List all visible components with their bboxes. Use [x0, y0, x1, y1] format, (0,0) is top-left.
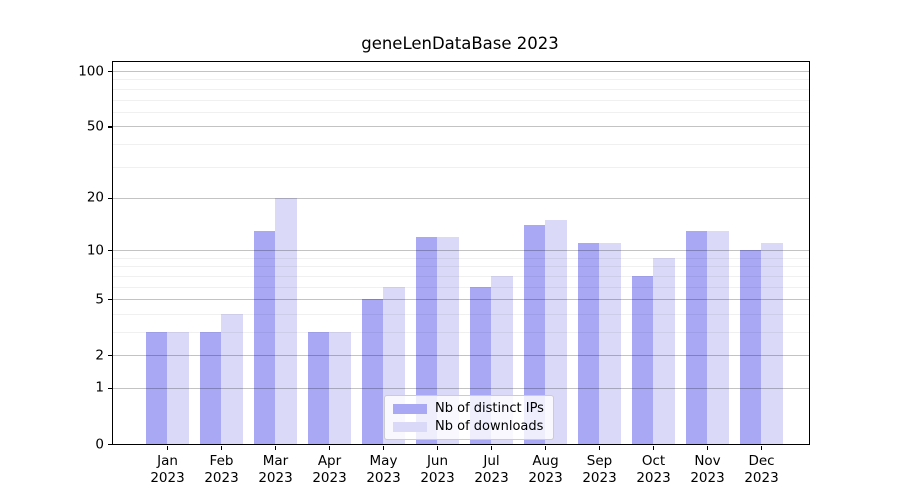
gridline-major: [113, 355, 809, 357]
y-tick-label: 0: [95, 435, 104, 452]
y-tick-label: 2: [95, 346, 104, 363]
gridline-minor: [113, 313, 809, 315]
gridline-major: [113, 387, 809, 389]
y-tick-label: 1: [95, 379, 104, 396]
x-tick-mark: [220, 446, 223, 450]
bar-feb-downloads: [221, 313, 243, 444]
y-tick-label: 20: [86, 189, 104, 206]
bar-jun-downloads: [437, 236, 459, 444]
x-tick-mark: [652, 446, 655, 450]
x-tick-label: Nov 2023: [690, 453, 725, 486]
y-tick-label: 100: [78, 62, 104, 79]
y-tick-label: 50: [86, 118, 104, 135]
gridline-minor: [113, 257, 809, 259]
bar-jan-distinct-ips: [145, 331, 167, 444]
gridline-major: [113, 250, 809, 252]
bar-dec-downloads: [761, 243, 783, 444]
legend-swatch-downloads-icon: [393, 421, 427, 432]
bar-mar-downloads: [275, 197, 297, 444]
bar-aug-downloads: [545, 219, 567, 444]
bar-feb-distinct-ips: [199, 331, 221, 444]
x-tick-mark: [382, 446, 385, 450]
plot-area: [112, 61, 810, 445]
bar-jan-downloads: [167, 331, 189, 444]
gridline-major: [113, 197, 809, 199]
legend-label-distinct-ips: Nb of distinct IPs: [435, 401, 544, 416]
x-tick-mark: [760, 446, 763, 450]
bar-oct-distinct-ips: [631, 275, 653, 444]
y-tick-mark: [108, 70, 112, 73]
legend-item-downloads: Nb of downloads: [393, 419, 544, 434]
bar-apr-downloads: [329, 331, 351, 444]
gridline-major: [113, 299, 809, 301]
x-tick-mark: [490, 446, 493, 450]
x-tick-label: Oct 2023: [636, 453, 671, 486]
x-tick-label: Sep 2023: [582, 453, 617, 486]
bar-nov-distinct-ips: [685, 230, 707, 444]
bar-nov-downloads: [707, 230, 729, 444]
gridline-major: [113, 126, 809, 128]
gridline-minor: [113, 266, 809, 268]
gridline-minor: [113, 99, 809, 101]
x-tick-label: Dec 2023: [744, 453, 779, 486]
legend-label-downloads: Nb of downloads: [435, 419, 544, 434]
x-tick-label: Jul 2023: [474, 453, 509, 486]
y-tick-mark: [108, 126, 112, 128]
x-tick-mark: [274, 446, 277, 450]
y-tick-mark: [108, 443, 112, 446]
y-tick-mark: [108, 387, 112, 390]
x-tick-label: Apr 2023: [312, 453, 347, 486]
x-tick-label: Mar 2023: [258, 453, 293, 486]
x-tick-label: Jun 2023: [420, 453, 455, 486]
bar-sep-distinct-ips: [577, 243, 599, 444]
x-tick-mark: [598, 446, 601, 450]
y-tick-mark: [108, 197, 112, 200]
x-tick-mark: [328, 446, 331, 450]
y-tick-label: 10: [86, 241, 104, 258]
bar-dec-distinct-ips: [739, 250, 761, 444]
legend-item-distinct-ips: Nb of distinct IPs: [393, 401, 544, 416]
gridline-minor: [113, 88, 809, 90]
legend-swatch-distinct-ips-icon: [393, 403, 427, 414]
x-tick-mark: [544, 446, 547, 450]
bar-sep-downloads: [599, 243, 621, 444]
gridline-major: [113, 71, 809, 73]
x-tick-label: Feb 2023: [204, 453, 239, 486]
x-tick-label: Aug 2023: [528, 453, 563, 486]
gridline-minor: [113, 143, 809, 145]
chart-title: geneLenDataBase 2023: [361, 34, 559, 53]
gridline-minor: [113, 286, 809, 288]
gridline-minor: [113, 275, 809, 277]
x-tick-mark: [706, 446, 709, 450]
bar-oct-downloads: [653, 257, 675, 444]
gridline-minor: [113, 79, 809, 81]
legend: Nb of distinct IPs Nb of downloads: [384, 395, 554, 440]
y-tick-mark: [108, 354, 112, 357]
gridline-minor: [113, 331, 809, 333]
bar-may-distinct-ips: [361, 299, 383, 444]
y-tick-mark: [108, 298, 112, 301]
gridline-minor: [113, 166, 809, 168]
x-tick-mark: [166, 446, 169, 450]
y-tick-label: 5: [95, 290, 104, 307]
gridline-minor: [113, 111, 809, 113]
x-tick-label: Jan 2023: [150, 453, 185, 486]
bar-aug-distinct-ips: [523, 225, 545, 444]
x-tick-mark: [436, 446, 439, 450]
x-tick-label: May 2023: [366, 453, 401, 486]
y-tick-mark: [108, 249, 112, 252]
bar-apr-distinct-ips: [307, 331, 329, 444]
bar-jun-distinct-ips: [415, 236, 437, 444]
bar-mar-distinct-ips: [253, 230, 275, 444]
